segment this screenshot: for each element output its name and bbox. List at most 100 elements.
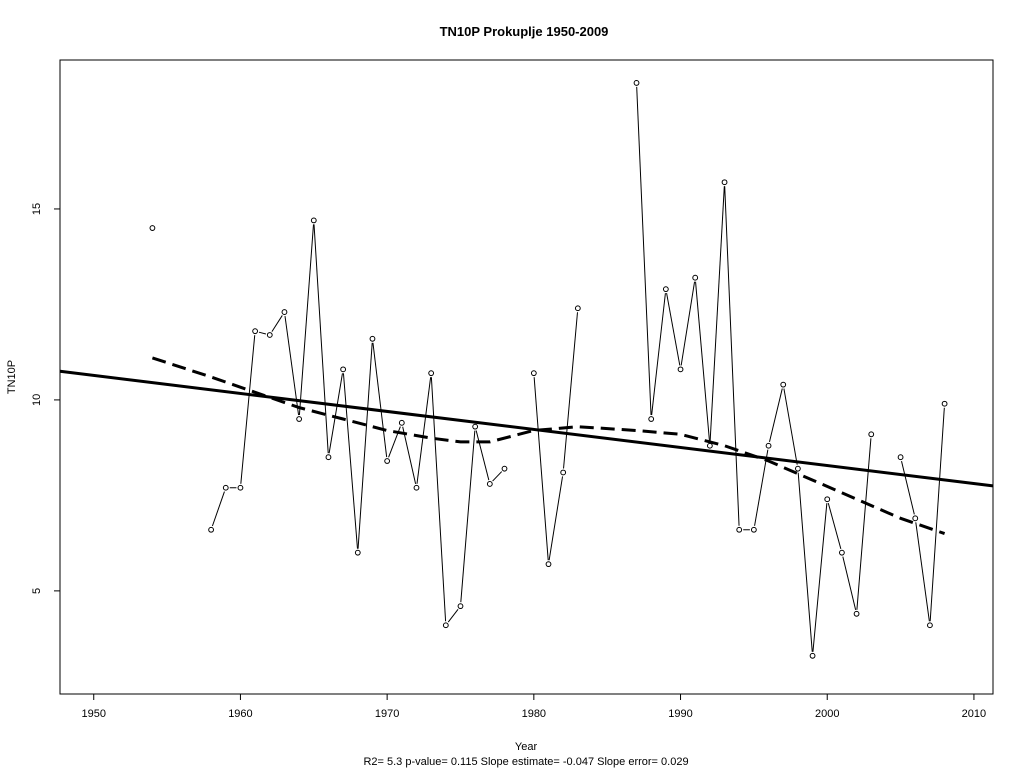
- x-axis-label: Year: [515, 741, 538, 753]
- data-segment: [695, 281, 711, 442]
- x-tick-label: 1960: [228, 708, 252, 720]
- data-point: [721, 179, 728, 186]
- chart-title: TN10P Prokuplje 1950-2009: [440, 24, 609, 39]
- data-point: [927, 622, 933, 629]
- data-point: [853, 610, 860, 617]
- data-point: [354, 549, 361, 556]
- data-segment: [284, 315, 300, 416]
- data-segment: [827, 502, 842, 549]
- data-segment: [211, 491, 225, 527]
- data-point: [706, 442, 713, 449]
- plot-frame: [59, 59, 994, 695]
- data-segment: [342, 373, 358, 549]
- data-point: [633, 80, 640, 86]
- smoothed-trend-line: [151, 356, 946, 536]
- x-tick-label: 1990: [668, 708, 692, 720]
- y-tick-label: 5: [31, 588, 43, 594]
- data-point: [560, 469, 567, 476]
- x-axis: 1950 1960 1970 1980 1990 2000 2010: [81, 694, 986, 720]
- data-segment: [929, 407, 945, 622]
- data-point: [384, 458, 391, 464]
- data-point: [824, 496, 831, 503]
- data-point: [149, 225, 156, 231]
- data-segment: [666, 293, 681, 366]
- data-point: [692, 274, 699, 281]
- trend-line: [59, 369, 994, 488]
- data-point: [252, 328, 259, 335]
- data-segment: [901, 460, 915, 515]
- data-segment: [298, 224, 314, 416]
- x-tick-label: 2010: [962, 708, 986, 720]
- data-point: [325, 454, 332, 461]
- data-point: [369, 335, 376, 342]
- data-segment: [416, 377, 432, 484]
- data-point: [266, 332, 273, 338]
- data-point: [501, 465, 508, 472]
- data-point: [912, 515, 919, 522]
- data-point: [428, 370, 435, 377]
- data-segment: [856, 438, 872, 610]
- data-point: [457, 603, 464, 610]
- data-segment: [709, 186, 725, 442]
- data-segment: [783, 388, 798, 465]
- data-segment: [328, 373, 343, 454]
- data-segment: [372, 342, 388, 458]
- data-segment: [636, 86, 652, 416]
- data-point: [736, 526, 743, 533]
- data-point: [809, 652, 816, 659]
- data-point: [868, 431, 875, 438]
- data-segment: [724, 186, 740, 526]
- data-point: [281, 309, 288, 315]
- data-point: [677, 366, 684, 373]
- data-segment: [258, 331, 267, 335]
- y-tick-label: 15: [31, 203, 43, 215]
- data-point: [413, 484, 420, 491]
- data-segment: [240, 335, 256, 484]
- data-point: [222, 484, 229, 491]
- data-segment: [402, 426, 417, 484]
- x-tick-label: 2000: [815, 708, 839, 720]
- data-point: [941, 400, 948, 407]
- data-segment: [754, 449, 769, 526]
- data-segment: [430, 377, 447, 622]
- x-tick-label: 1950: [81, 708, 105, 720]
- data-point: [398, 419, 405, 426]
- data-segment: [768, 388, 783, 442]
- y-axis: 5 10 15: [31, 203, 60, 594]
- data-point: [545, 561, 552, 568]
- data-segment: [812, 503, 828, 652]
- data-segment: [475, 430, 490, 481]
- data-point: [472, 423, 479, 430]
- data-point: [310, 217, 317, 224]
- y-tick-label: 10: [31, 394, 43, 406]
- x-tick-label: 1980: [522, 708, 546, 720]
- data-point: [780, 381, 787, 388]
- data-point: [662, 286, 669, 293]
- data-point: [648, 416, 655, 422]
- data-segment: [460, 430, 476, 603]
- data-segment: [563, 312, 578, 469]
- data-segment: [533, 377, 549, 561]
- data-segment: [271, 315, 283, 332]
- data-point: [208, 526, 214, 533]
- data-segment: [313, 224, 329, 454]
- data-segment: [357, 342, 373, 549]
- y-axis-label: TN10P: [6, 360, 18, 394]
- data-point: [897, 454, 904, 461]
- data-point: [794, 465, 801, 472]
- data-point: [486, 481, 493, 487]
- data-point: [237, 484, 244, 491]
- stats-footer: R2= 5.3 p-value= 0.115 Slope estimate= -…: [363, 756, 688, 768]
- data-segment: [680, 281, 696, 366]
- data-point: [530, 370, 537, 377]
- x-tick-label: 1970: [375, 708, 399, 720]
- data-segment: [651, 293, 666, 416]
- data-segment: [492, 471, 503, 482]
- data-point: [340, 366, 347, 373]
- data-point: [750, 526, 757, 533]
- data-point: [839, 549, 845, 556]
- data-point: [765, 442, 772, 449]
- data-segment: [447, 609, 459, 623]
- data-segment: [842, 556, 857, 611]
